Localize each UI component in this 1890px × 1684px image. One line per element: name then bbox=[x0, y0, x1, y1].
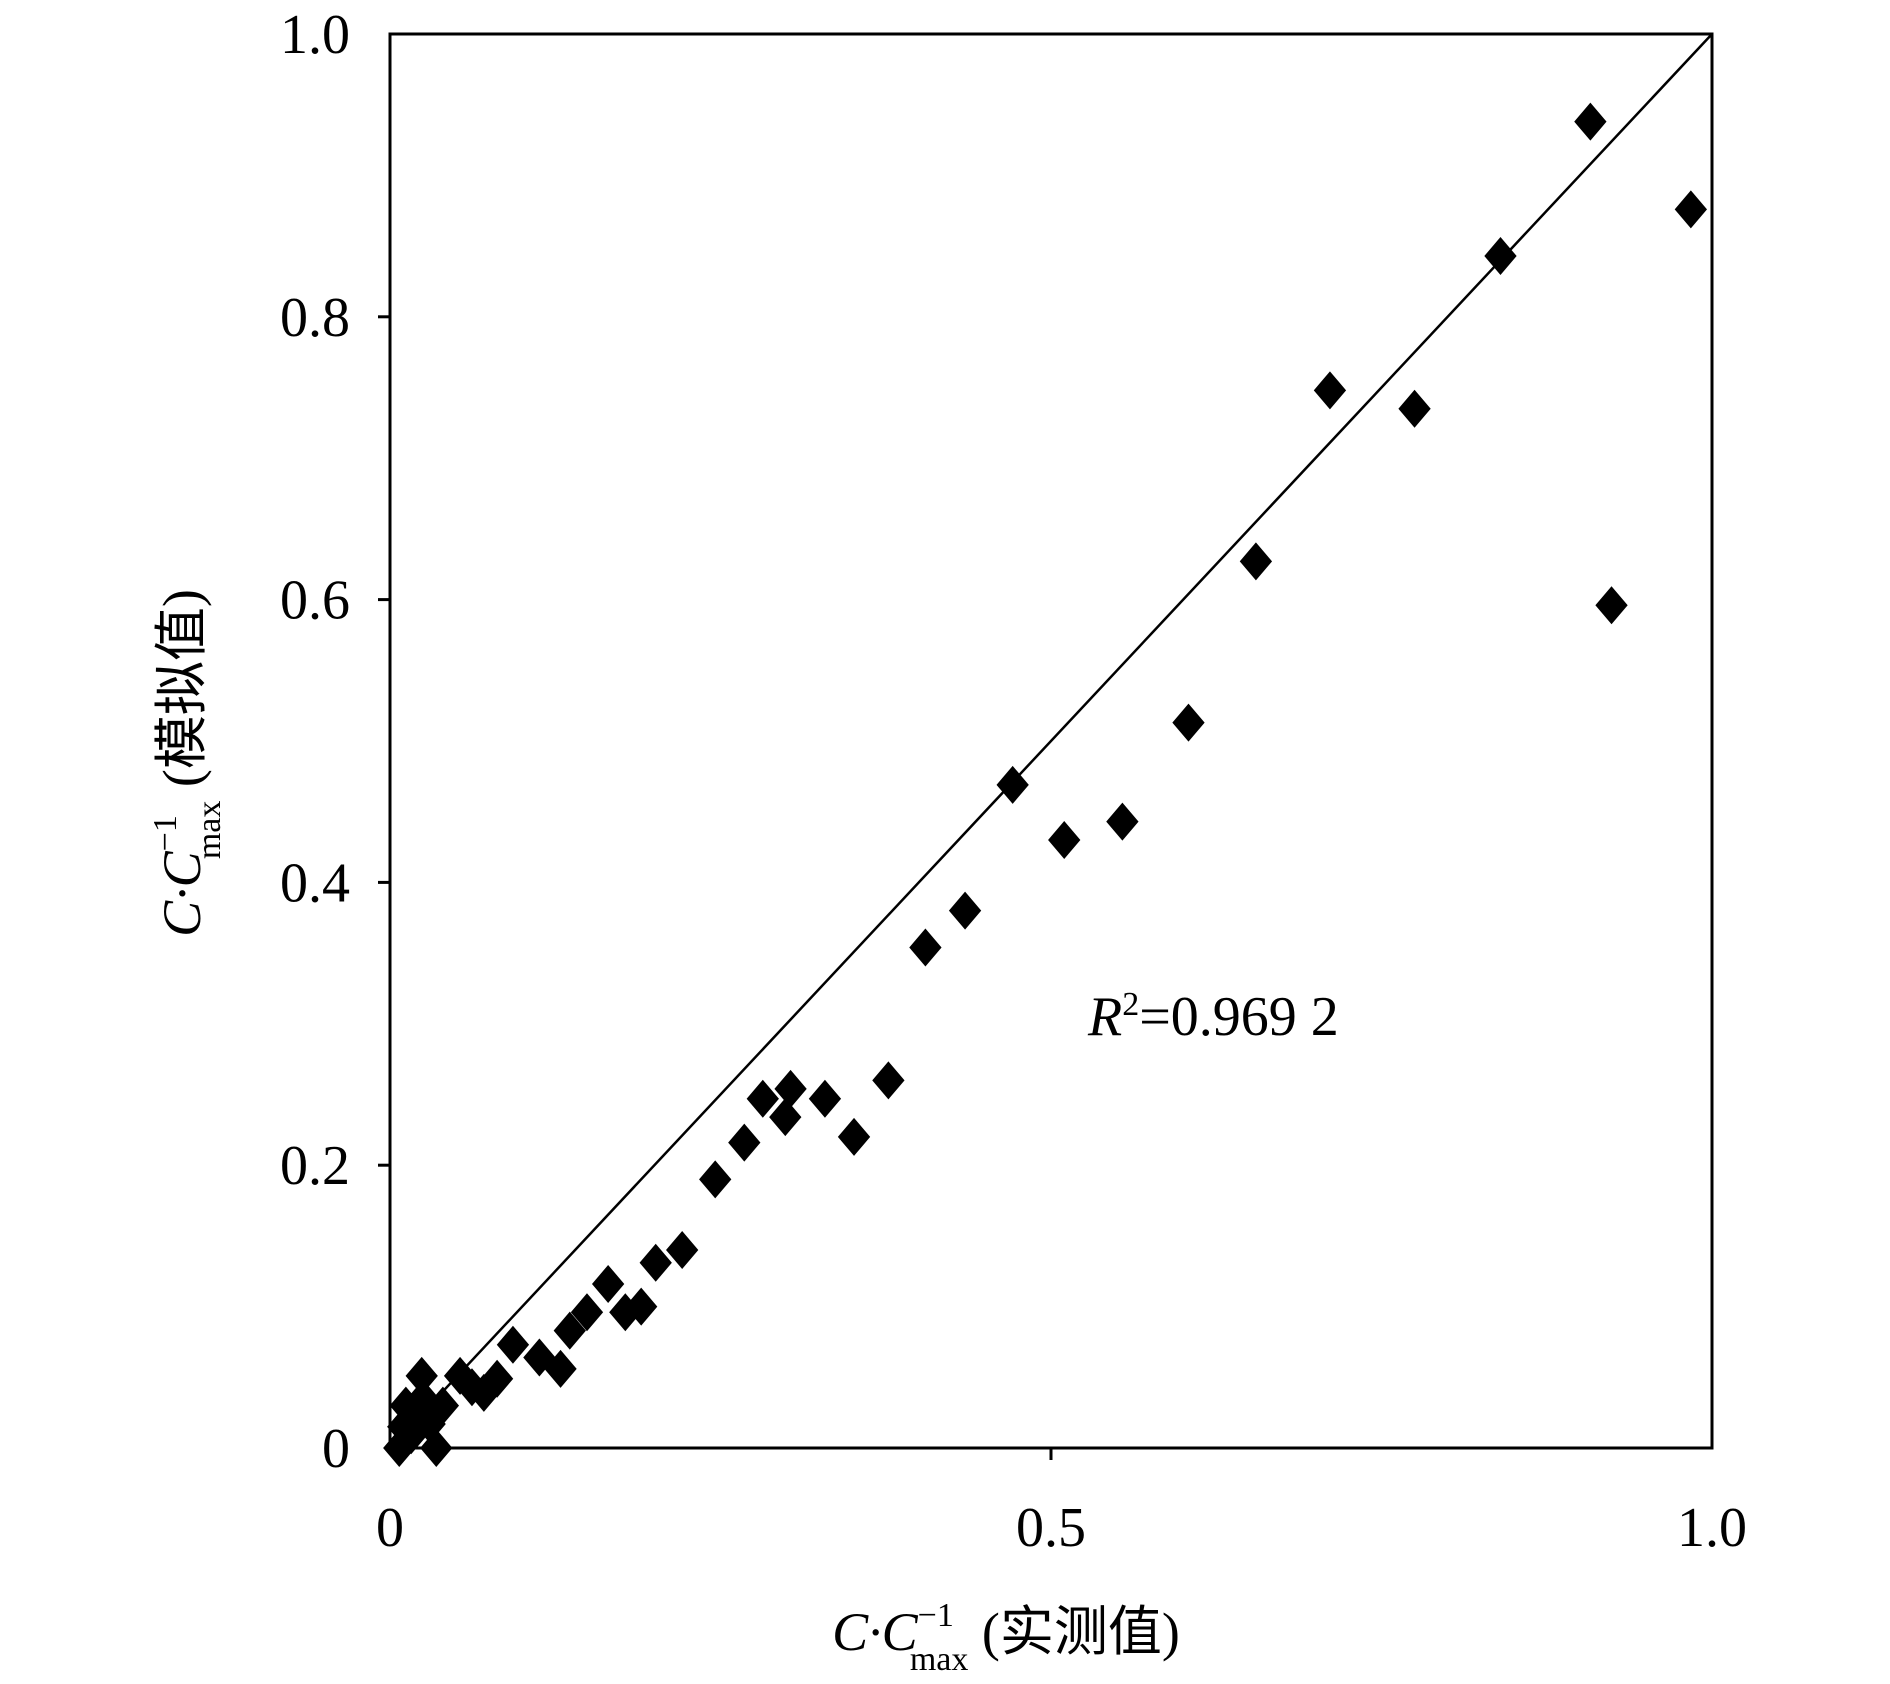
data-point bbox=[1048, 820, 1081, 859]
data-point bbox=[808, 1079, 842, 1118]
data-point bbox=[746, 1079, 779, 1118]
x-axis-label: C·C−1 max (实测值) bbox=[832, 1597, 1180, 1678]
y-tick-label: 0 bbox=[322, 1418, 350, 1480]
data-point bbox=[1313, 371, 1347, 410]
data-point bbox=[948, 891, 982, 930]
data-point bbox=[699, 1160, 732, 1199]
x-tick-label: 1.0 bbox=[1677, 1497, 1747, 1559]
data-point bbox=[426, 1386, 460, 1425]
data-point bbox=[1172, 703, 1205, 742]
data-point bbox=[872, 1061, 905, 1100]
data-point bbox=[728, 1123, 761, 1162]
data-point bbox=[387, 1407, 420, 1446]
data-point bbox=[570, 1293, 604, 1332]
data-points bbox=[383, 102, 1707, 1467]
data-point bbox=[455, 1368, 489, 1407]
data-point bbox=[1239, 542, 1273, 581]
data-point bbox=[1484, 236, 1517, 275]
r-squared-annotation: R2=0.969 2 bbox=[1087, 986, 1339, 1048]
data-point bbox=[774, 1069, 807, 1108]
data-point bbox=[1674, 190, 1707, 229]
y-tick-label: 0.6 bbox=[280, 570, 350, 632]
data-point bbox=[1574, 102, 1607, 141]
x-tick-label: 0 bbox=[376, 1497, 404, 1559]
y-tick-label: 0.8 bbox=[280, 287, 350, 349]
axis-ticks: 0 0.2 0.4 0.6 0.8 1.0 0 0.5 1.0 bbox=[280, 4, 1747, 1559]
data-point bbox=[523, 1338, 556, 1377]
data-point bbox=[996, 765, 1029, 804]
data-point bbox=[1595, 586, 1628, 625]
y-tick-label: 0.2 bbox=[280, 1135, 350, 1197]
data-point bbox=[467, 1373, 501, 1412]
y-tick-label: 0.4 bbox=[280, 852, 350, 914]
data-point bbox=[1106, 802, 1139, 841]
data-point bbox=[769, 1098, 802, 1137]
data-point bbox=[837, 1117, 871, 1156]
data-point bbox=[909, 928, 942, 967]
data-point bbox=[639, 1243, 672, 1282]
data-point bbox=[496, 1325, 530, 1364]
data-point bbox=[405, 1356, 438, 1395]
data-point bbox=[553, 1311, 586, 1350]
data-point bbox=[1398, 389, 1431, 428]
data-point bbox=[609, 1293, 642, 1332]
data-point bbox=[666, 1231, 699, 1270]
y-axis-label-base: C·C bbox=[152, 850, 212, 937]
x-axis-label-base: C·C bbox=[832, 1602, 919, 1662]
reference-line-y-equals-x bbox=[389, 33, 1713, 1449]
y-axis-label: C·C−1 max (模拟值) bbox=[147, 589, 228, 937]
x-tick-label: 0.5 bbox=[1016, 1497, 1086, 1559]
data-point bbox=[591, 1264, 625, 1303]
y-tick-label: 1.0 bbox=[280, 4, 350, 66]
